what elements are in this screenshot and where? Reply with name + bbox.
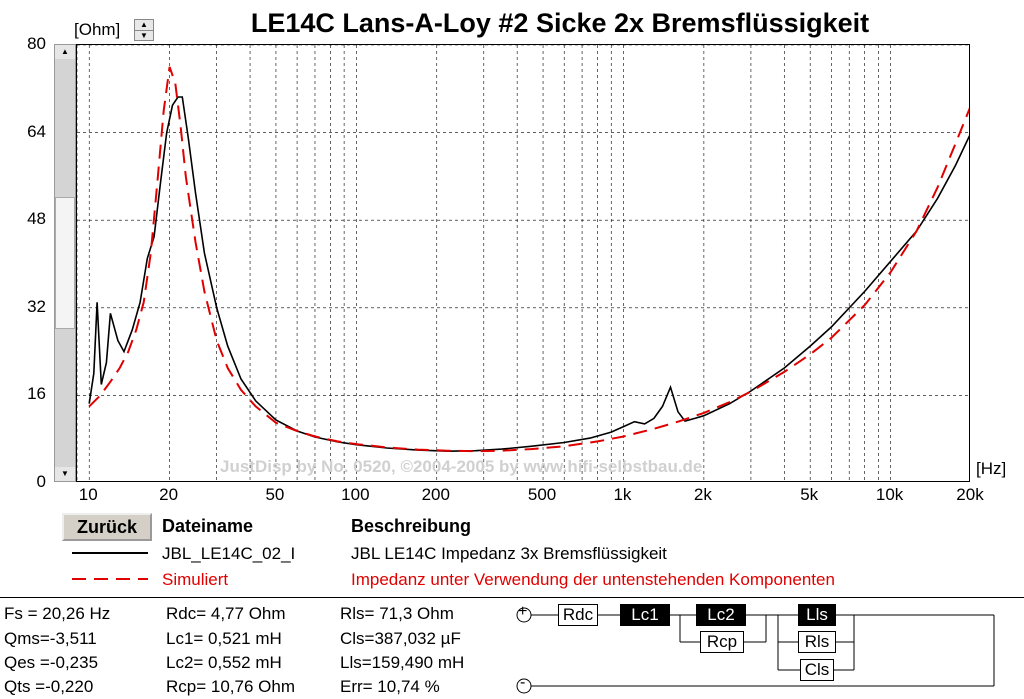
watermark: JustDisp by No. 0520, ©2004-2005 by www.… bbox=[220, 457, 703, 476]
y-tick-label: 0 bbox=[36, 472, 46, 491]
param-lc1: Lc1= 0,521 mH bbox=[166, 629, 282, 648]
x-tick-label: 10k bbox=[875, 485, 904, 504]
x-tick-label: 100 bbox=[341, 485, 370, 504]
circuit-rcp[interactable]: Rcp bbox=[700, 631, 744, 653]
series-line-simulated bbox=[88, 66, 969, 453]
param-qes: Qes =-0,235 bbox=[4, 653, 99, 672]
x-tick-label: 20k bbox=[956, 485, 984, 504]
y-tick-label: 80 bbox=[27, 34, 46, 53]
series-lines bbox=[88, 66, 969, 453]
spin-down-icon[interactable]: ▼ bbox=[140, 31, 148, 40]
param-fs: Fs = 20,26 Hz bbox=[4, 604, 111, 623]
series-line-measured bbox=[88, 96, 969, 453]
y-tick-label: 16 bbox=[27, 384, 46, 404]
circuit-minus-label: - bbox=[520, 674, 526, 691]
param-rls: Rls= 71,3 Ohm bbox=[340, 604, 454, 623]
equivalent-circuit: + - Rdc Lc1 Lc2 Rcp Lls Rls Cls bbox=[510, 600, 1010, 698]
impedance-plot bbox=[76, 44, 970, 482]
x-tick-label: 10 bbox=[78, 485, 98, 504]
circuit-plus-label: + bbox=[518, 603, 528, 620]
param-err: Err= 10,74 % bbox=[340, 677, 440, 696]
y-tick-label: 32 bbox=[27, 296, 46, 316]
circuit-lc2[interactable]: Lc2 bbox=[696, 604, 746, 626]
x-tick-label: 50 bbox=[265, 485, 285, 504]
x-tick-label: 2k bbox=[693, 485, 712, 504]
x-tick-label: 5k bbox=[800, 485, 819, 504]
back-button[interactable]: Zurück bbox=[62, 513, 152, 541]
scroll-up-icon[interactable]: ▲ bbox=[55, 45, 75, 59]
x-tick-label: 1k bbox=[613, 485, 632, 504]
param-lc2: Lc2= 0,552 mH bbox=[166, 653, 282, 672]
circuit-lc1[interactable]: Lc1 bbox=[620, 604, 670, 626]
chart-title: LE14C Lans-A-Loy #2 Sicke 2x Bremsflüssi… bbox=[250, 8, 870, 38]
unit-spinner[interactable]: ▲ ▼ bbox=[134, 19, 154, 41]
legend-header-desc: Beschreibung bbox=[351, 516, 472, 536]
y-unit-label: [Ohm] bbox=[74, 20, 121, 39]
x-tick-label: 20 bbox=[159, 485, 179, 504]
grid bbox=[77, 45, 969, 481]
divider bbox=[0, 597, 1024, 598]
legend-swatches bbox=[72, 552, 148, 580]
vertical-scrollbar[interactable]: ▲ ▼ bbox=[54, 44, 76, 482]
param-rdc: Rdc= 4,77 Ohm bbox=[166, 604, 286, 623]
legend-desc-measured: JBL LE14C Impedanz 3x Bremsflüssigkeit bbox=[351, 544, 667, 563]
legend-file-measured: JBL_LE14C_02_I bbox=[162, 544, 296, 563]
legend-file-simulated: Simuliert bbox=[162, 570, 229, 589]
spin-up-icon[interactable]: ▲ bbox=[135, 20, 153, 31]
scroll-thumb[interactable] bbox=[55, 197, 75, 329]
circuit-lls[interactable]: Lls bbox=[798, 604, 836, 626]
scroll-down-icon[interactable]: ▼ bbox=[55, 467, 75, 481]
circuit-cls[interactable]: Cls bbox=[800, 659, 834, 681]
x-tick-label: 200 bbox=[421, 485, 450, 504]
param-qms: Qms=-3,511 bbox=[4, 629, 97, 648]
param-qts: Qts =-0,220 bbox=[4, 677, 94, 696]
circuit-wires bbox=[516, 607, 995, 694]
legend-header-file: Dateiname bbox=[162, 516, 254, 536]
param-cls: Cls=387,032 µF bbox=[340, 629, 461, 648]
legend-desc-simulated: Impedanz unter Verwendung der untenstehe… bbox=[351, 570, 835, 589]
param-rcp: Rcp= 10,76 Ohm bbox=[166, 677, 295, 696]
y-tick-label: 64 bbox=[27, 121, 46, 141]
circuit-rls[interactable]: Rls bbox=[798, 631, 836, 653]
x-tick-label: 500 bbox=[527, 485, 557, 504]
x-unit-label: [Hz] bbox=[976, 459, 1007, 478]
y-tick-label: 48 bbox=[27, 209, 46, 229]
param-lls: Lls=159,490 mH bbox=[340, 653, 465, 672]
circuit-rdc[interactable]: Rdc bbox=[558, 604, 598, 626]
